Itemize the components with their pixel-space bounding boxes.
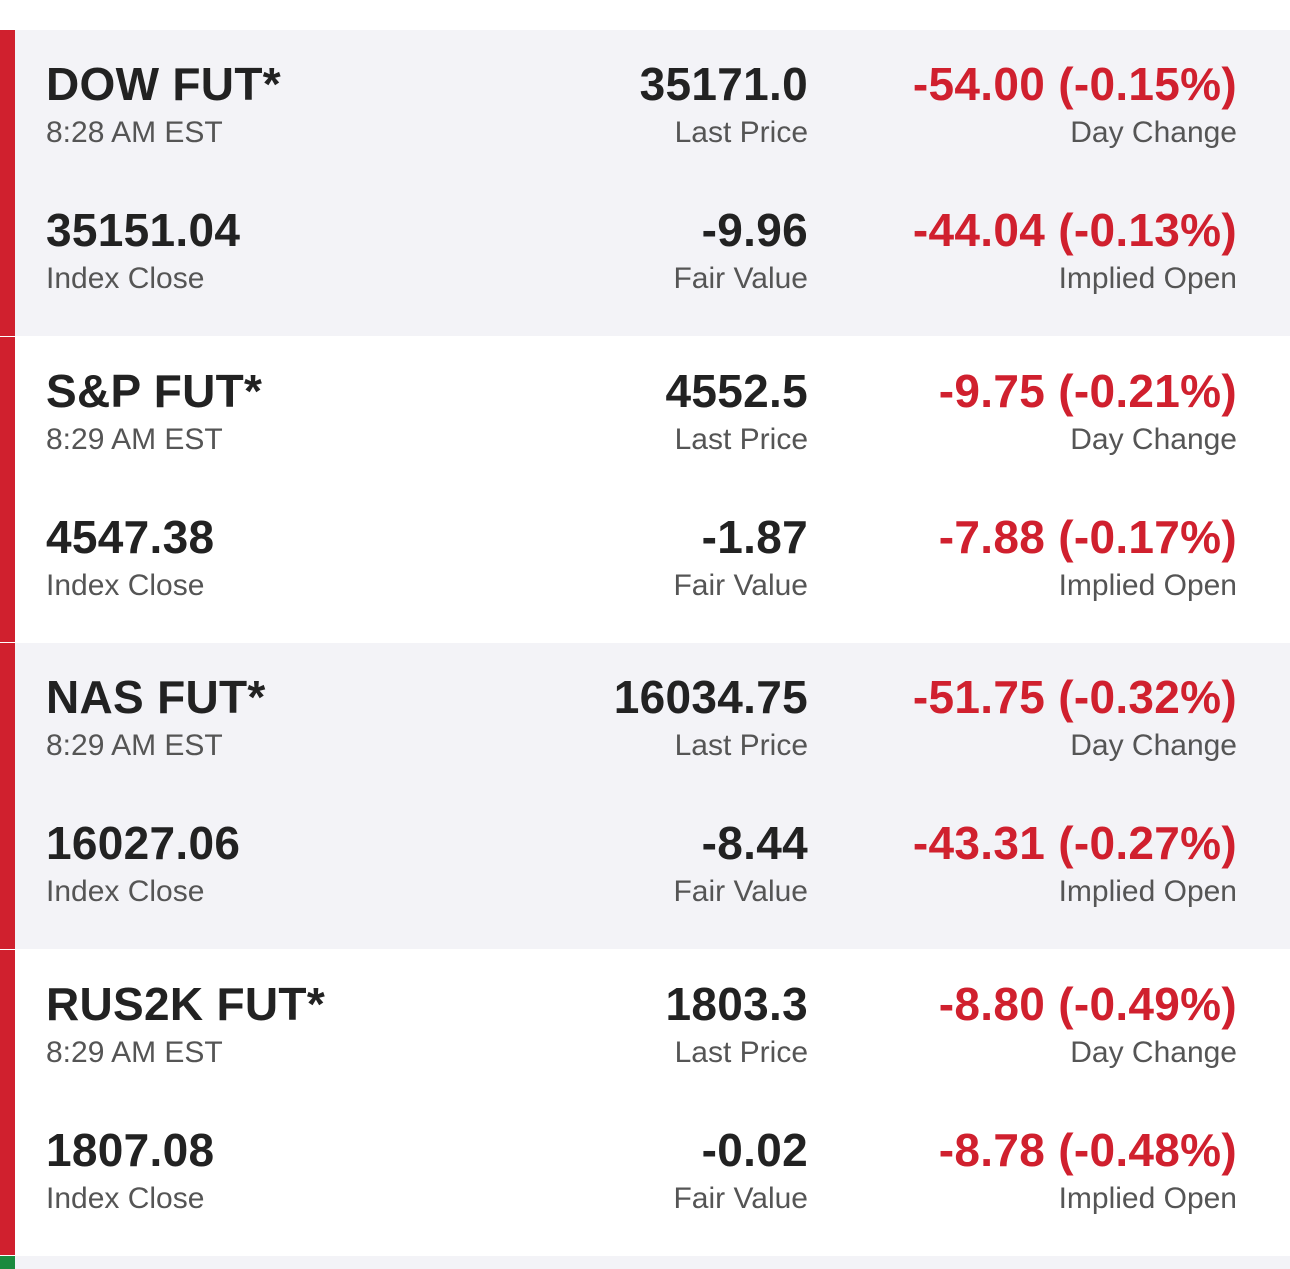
- futures-name: RUS2K FUT*: [46, 977, 326, 1030]
- futures-row-primary: DOW FUT* 8:28 AM EST 35171.0 Last Price …: [0, 56, 1290, 176]
- index-close-value: 4547.38: [46, 510, 215, 563]
- futures-timestamp: 8:29 AM EST: [46, 422, 223, 456]
- fair-value-cell: -0.02 Fair Value: [673, 1122, 808, 1218]
- fair-value-label: Fair Value: [673, 262, 808, 295]
- index-close-cell: 1807.08 Index Close: [46, 1122, 214, 1218]
- last-price-value: 35171.0: [639, 58, 808, 110]
- futures-row-secondary: 1807.08 Index Close -0.02 Fair Value -8.…: [0, 1122, 1290, 1242]
- negative-indicator-bar: [0, 643, 15, 949]
- index-close-cell: 16027.06 Index Close: [46, 815, 240, 911]
- day-change-value: -9.75 (-0.21%): [938, 364, 1237, 417]
- next-card-peek[interactable]: [0, 1256, 1290, 1269]
- implied-open-value: -43.31 (-0.27%): [912, 817, 1237, 869]
- day-change-cell: -54.00 (-0.15%) Day Change: [913, 56, 1237, 152]
- fair-value-value: -1.87: [701, 510, 808, 563]
- futures-card-rus2k[interactable]: RUS2K FUT* 8:29 AM EST 1803.3 Last Price…: [0, 949, 1290, 1256]
- day-change-value: -51.75 (-0.32%): [912, 671, 1237, 723]
- futures-row-secondary: 35151.04 Index Close -9.96 Fair Value -4…: [0, 202, 1290, 322]
- futures-name: S&P FUT*: [46, 364, 263, 417]
- last-price-label: Last Price: [674, 729, 808, 762]
- futures-row-primary: NAS FUT* 8:29 AM EST 16034.75 Last Price…: [0, 669, 1290, 789]
- fair-value-label: Fair Value: [673, 1181, 808, 1215]
- futures-row-primary: S&P FUT* 8:29 AM EST 4552.5 Last Price -…: [0, 363, 1290, 483]
- index-close-label: Index Close: [46, 875, 205, 908]
- futures-name-cell: NAS FUT* 8:29 AM EST: [46, 669, 266, 765]
- futures-name-cell: RUS2K FUT* 8:29 AM EST: [46, 976, 325, 1072]
- fair-value-value: -9.96: [701, 204, 808, 256]
- implied-open-cell: -7.88 (-0.17%) Implied Open: [939, 509, 1237, 605]
- fair-value-cell: -1.87 Fair Value: [673, 509, 808, 605]
- futures-row-secondary: 4547.38 Index Close -1.87 Fair Value -7.…: [0, 509, 1290, 629]
- futures-card-sp[interactable]: S&P FUT* 8:29 AM EST 4552.5 Last Price -…: [0, 336, 1290, 643]
- negative-indicator-bar: [0, 30, 15, 336]
- last-price-label: Last Price: [674, 1035, 808, 1069]
- positive-indicator-bar: [0, 1256, 15, 1269]
- futures-timestamp: 8:29 AM EST: [46, 1035, 223, 1069]
- last-price-cell: 35171.0 Last Price: [640, 56, 808, 152]
- day-change-label: Day Change: [1070, 116, 1237, 149]
- last-price-cell: 4552.5 Last Price: [666, 363, 809, 459]
- last-price-cell: 1803.3 Last Price: [666, 976, 809, 1072]
- futures-card-nas[interactable]: NAS FUT* 8:29 AM EST 16034.75 Last Price…: [0, 643, 1290, 950]
- implied-open-value: -8.78 (-0.48%): [938, 1123, 1237, 1176]
- futures-timestamp: 8:28 AM EST: [46, 116, 223, 149]
- implied-open-label: Implied Open: [1058, 875, 1237, 908]
- last-price-cell: 16034.75 Last Price: [614, 669, 808, 765]
- index-close-value: 1807.08: [46, 1123, 215, 1176]
- negative-indicator-bar: [0, 949, 15, 1255]
- index-close-value: 16027.06: [46, 817, 241, 869]
- fair-value-cell: -9.96 Fair Value: [673, 202, 808, 298]
- last-price-value: 4552.5: [665, 364, 808, 417]
- last-price-value: 16034.75: [613, 671, 808, 723]
- index-close-label: Index Close: [46, 262, 205, 295]
- fair-value-cell: -8.44 Fair Value: [673, 815, 808, 911]
- fair-value-value: -0.02: [701, 1123, 808, 1176]
- index-close-label: Index Close: [46, 568, 205, 602]
- day-change-value: -54.00 (-0.15%): [912, 58, 1237, 110]
- day-change-cell: -51.75 (-0.32%) Day Change: [913, 669, 1237, 765]
- futures-card-dow[interactable]: DOW FUT* 8:28 AM EST 35171.0 Last Price …: [0, 30, 1290, 337]
- futures-row-secondary: 16027.06 Index Close -8.44 Fair Value -4…: [0, 815, 1290, 935]
- day-change-label: Day Change: [1070, 729, 1237, 762]
- implied-open-cell: -44.04 (-0.13%) Implied Open: [913, 202, 1237, 298]
- futures-timestamp: 8:29 AM EST: [46, 729, 223, 762]
- day-change-label: Day Change: [1070, 1035, 1237, 1069]
- index-close-cell: 35151.04 Index Close: [46, 202, 240, 298]
- futures-row-primary: RUS2K FUT* 8:29 AM EST 1803.3 Last Price…: [0, 976, 1290, 1096]
- index-close-cell: 4547.38 Index Close: [46, 509, 214, 605]
- futures-name: DOW FUT*: [46, 58, 281, 110]
- fair-value-value: -8.44: [701, 817, 808, 869]
- index-close-label: Index Close: [46, 1181, 205, 1215]
- futures-name: NAS FUT*: [46, 671, 266, 723]
- day-change-label: Day Change: [1070, 422, 1237, 456]
- index-close-value: 35151.04: [46, 204, 241, 256]
- day-change-cell: -9.75 (-0.21%) Day Change: [939, 363, 1237, 459]
- implied-open-label: Implied Open: [1058, 1181, 1237, 1215]
- implied-open-label: Implied Open: [1058, 568, 1237, 602]
- last-price-label: Last Price: [674, 422, 808, 456]
- implied-open-cell: -8.78 (-0.48%) Implied Open: [939, 1122, 1237, 1218]
- negative-indicator-bar: [0, 336, 15, 642]
- fair-value-label: Fair Value: [673, 568, 808, 602]
- futures-name-cell: S&P FUT* 8:29 AM EST: [46, 363, 262, 459]
- futures-name-cell: DOW FUT* 8:28 AM EST: [46, 56, 281, 152]
- last-price-label: Last Price: [674, 116, 808, 149]
- day-change-value: -8.80 (-0.49%): [938, 977, 1237, 1030]
- implied-open-cell: -43.31 (-0.27%) Implied Open: [913, 815, 1237, 911]
- fair-value-label: Fair Value: [673, 875, 808, 908]
- last-price-value: 1803.3: [665, 977, 808, 1030]
- day-change-cell: -8.80 (-0.49%) Day Change: [939, 976, 1237, 1072]
- implied-open-value: -44.04 (-0.13%): [912, 204, 1237, 256]
- implied-open-value: -7.88 (-0.17%): [938, 510, 1237, 563]
- top-spacer: [0, 0, 1290, 30]
- implied-open-label: Implied Open: [1058, 262, 1237, 295]
